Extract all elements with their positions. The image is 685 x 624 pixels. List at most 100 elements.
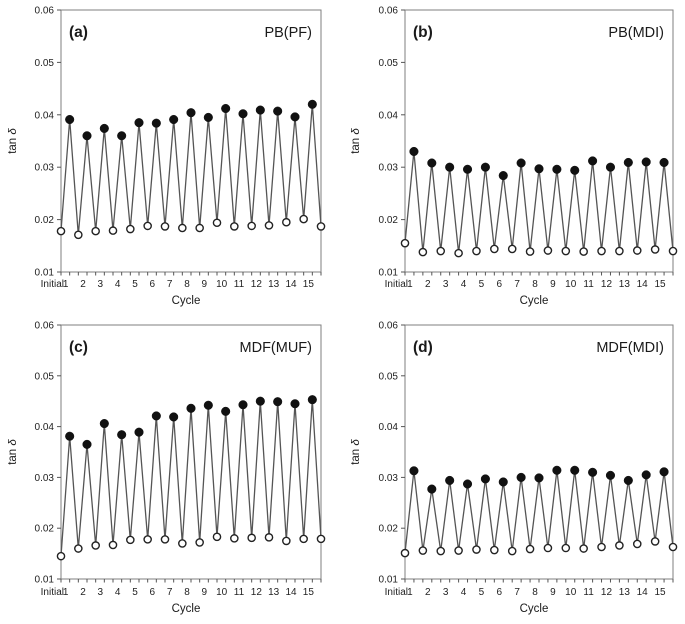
data-point-filled-circle — [623, 157, 633, 168]
data-point-open-circle — [507, 546, 517, 556]
x-tick-label: 10 — [565, 279, 577, 290]
y-tick-label: 0.04 — [379, 422, 399, 433]
x-tick-label: 6 — [496, 587, 502, 598]
data-point-filled-circle — [203, 112, 213, 122]
data-point-open-circle — [436, 546, 446, 556]
data-point-open-circle — [178, 539, 187, 548]
data-point-filled-circle — [186, 403, 196, 413]
data-point-open-circle — [525, 247, 535, 256]
data-point-open-circle — [418, 546, 428, 555]
x-tick-label: 15 — [655, 279, 667, 290]
x-tick-label: 15 — [655, 587, 667, 598]
data-point-filled-circle — [480, 162, 490, 172]
x-tick-label: 4 — [115, 279, 121, 290]
data-point-open-circle — [56, 551, 66, 561]
data-point-open-circle — [561, 543, 571, 553]
data-point-filled-circle — [307, 395, 317, 405]
x-axis-title: Cycle — [172, 603, 201, 615]
x-tick-label: 2 — [425, 587, 431, 598]
data-point-open-circle — [91, 226, 100, 236]
data-point-filled-circle — [117, 131, 127, 141]
data-point-filled-circle — [427, 484, 437, 494]
data-point-open-circle — [436, 246, 446, 256]
y-tick-label: 0.01 — [379, 575, 399, 586]
data-point-open-circle — [299, 534, 308, 544]
data-point-open-circle — [632, 246, 642, 255]
x-tick-label: 3 — [443, 279, 449, 290]
x-tick-label: 12 — [251, 279, 263, 290]
x-tick-label: 6 — [150, 279, 156, 290]
x-tick-label: 7 — [514, 587, 520, 598]
y-tick-label: 0.02 — [379, 524, 399, 535]
y-tick-label: 0.04 — [35, 422, 55, 433]
data-point-filled-circle — [221, 103, 231, 114]
y-tick-label: 0.04 — [35, 110, 55, 121]
x-tick-label: 11 — [583, 279, 594, 290]
x-tick-label: 11 — [234, 587, 245, 598]
data-point-open-circle — [212, 532, 222, 542]
data-point-open-circle — [454, 546, 463, 555]
x-tick-label: 5 — [479, 279, 485, 290]
data-point-open-circle — [74, 230, 83, 240]
x-tick-label: 13 — [268, 587, 280, 598]
data-point-filled-circle — [169, 412, 179, 422]
data-point-open-circle — [400, 238, 410, 248]
panel-letter: (c) — [69, 339, 88, 356]
x-tick-label: 14 — [637, 587, 649, 598]
x-tick-label: 9 — [202, 587, 208, 598]
data-point-open-circle — [490, 545, 499, 555]
panel-letter: (d) — [413, 339, 433, 356]
y-axis-title: tan δ — [7, 128, 19, 154]
x-tick-label: 13 — [619, 279, 631, 290]
chart-panel-d: 0.01 0.02 0.03 0.04 0.05 0.06 Initial 1 2 3 4 5 6 7 8 9… — [343, 312, 685, 624]
y-axis-title: tan δ — [7, 439, 19, 465]
data-point-filled-circle — [255, 396, 265, 406]
x-tick-label: 7 — [167, 587, 173, 598]
x-tick-label: 9 — [202, 279, 208, 290]
data-point-filled-circle — [134, 118, 144, 128]
panel-title: MDF(MUF) — [240, 340, 312, 356]
data-point-filled-circle — [605, 470, 616, 480]
data-point-open-circle — [615, 246, 624, 256]
x-tick-label: 1 — [63, 587, 69, 598]
data-point-filled-circle — [203, 400, 213, 410]
data-point-filled-circle — [588, 467, 598, 477]
data-point-filled-circle — [238, 109, 248, 119]
y-tick-label: 0.02 — [35, 215, 55, 226]
data-point-filled-circle — [117, 430, 127, 440]
chart-panel-c: 0.01 0.02 0.03 0.04 0.05 0.06 Initial 1 2 3 4 5 6 7 8 9… — [0, 312, 342, 624]
data-point-open-circle — [418, 247, 428, 257]
y-tick-label: 0.05 — [379, 58, 399, 69]
y-tick-label: 0.01 — [35, 268, 55, 279]
data-point-filled-circle — [605, 162, 616, 172]
data-point-filled-circle — [307, 99, 317, 109]
x-tick-label: 11 — [234, 279, 245, 290]
x-tick-label: 5 — [132, 279, 138, 290]
x-tick-label: 2 — [425, 279, 431, 290]
y-tick-label: 0.06 — [379, 6, 399, 17]
chart-panel-b: 0.01 0.02 0.03 0.04 0.05 0.06 Initial 1 2 3 4 5 6 7 8 9… — [343, 0, 685, 312]
x-tick-label: 10 — [565, 587, 577, 598]
data-point-filled-circle — [186, 108, 196, 118]
data-point-open-circle — [579, 544, 588, 553]
data-point-filled-circle — [409, 466, 419, 476]
data-point-filled-circle — [534, 473, 544, 483]
plot-frame — [60, 324, 322, 580]
data-point-filled-circle — [99, 123, 109, 133]
x-tick-label: 5 — [132, 587, 138, 598]
x-tick-label: 6 — [150, 587, 156, 598]
data-point-open-circle — [472, 246, 481, 256]
data-point-open-circle — [108, 226, 118, 235]
data-point-filled-circle — [255, 105, 265, 115]
plot-frame — [60, 9, 322, 273]
y-tick-label: 0.02 — [379, 215, 399, 226]
x-tick-label: Initial — [385, 279, 408, 290]
x-tick-label: 12 — [601, 587, 613, 598]
x-tick-label: 11 — [583, 587, 594, 598]
x-tick-label: 14 — [285, 587, 297, 598]
data-point-filled-circle — [570, 165, 580, 175]
x-tick-label: 4 — [461, 587, 467, 598]
x-tick-label: 8 — [532, 587, 538, 598]
data-point-open-circle — [56, 226, 66, 236]
